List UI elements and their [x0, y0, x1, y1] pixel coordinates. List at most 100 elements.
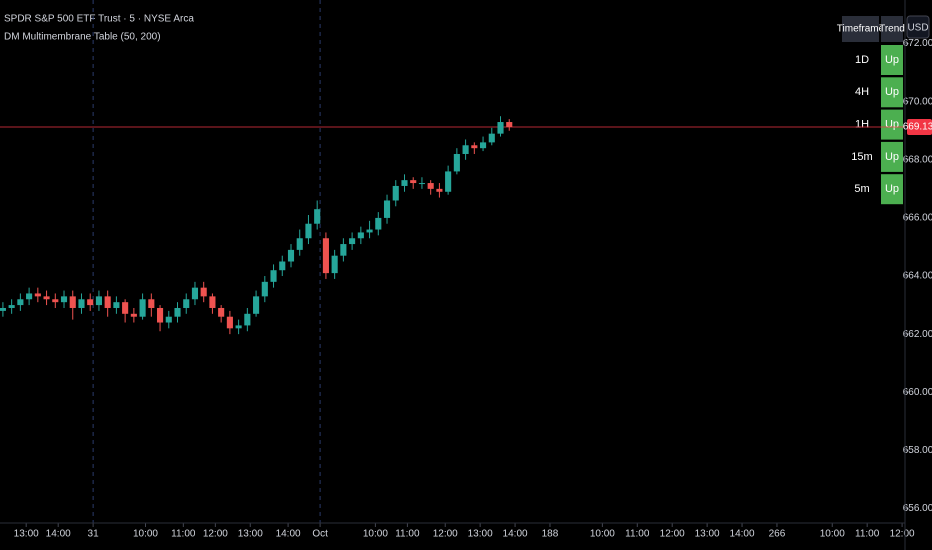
candle-body [8, 305, 15, 308]
trend-cell [881, 77, 903, 108]
candle-body [191, 287, 199, 300]
candle-body [60, 296, 68, 303]
y-tick-label: 658.00 [903, 445, 932, 456]
x-tick-label: 12:00 [433, 529, 458, 540]
candle-body [366, 229, 373, 233]
x-tick-label: 10:00 [820, 529, 845, 540]
candle-body [253, 296, 260, 314]
trend-text: Up [885, 54, 899, 66]
candle-body [95, 296, 102, 306]
x-tick-label: 13:00 [695, 529, 720, 540]
candle-body [479, 142, 487, 149]
timeframe-text: 1D [855, 54, 869, 66]
x-tick-label: 14:00 [276, 529, 301, 540]
candle-body [113, 302, 120, 308]
x-tick-label: 31 [88, 529, 100, 540]
y-tick-label: 672.00 [903, 38, 932, 49]
price-tag [907, 118, 932, 135]
candle-body [445, 171, 452, 192]
x-tick-label: Oct [312, 529, 328, 540]
trend-text: Up [885, 151, 899, 163]
candle-body [314, 209, 321, 224]
candle-body [34, 293, 41, 297]
x-tick-label: 12:00 [890, 529, 915, 540]
x-tick-label: 14:00 [503, 529, 528, 540]
x-tick-label: 13:00 [14, 529, 39, 540]
price-tag-label: 669.13 [903, 122, 932, 133]
candle-body [418, 183, 426, 185]
candle-body [410, 180, 417, 184]
candle-body [78, 299, 85, 308]
x-tick-label: 13:00 [468, 529, 493, 540]
candle-body [122, 302, 129, 314]
trend-text: Up [885, 183, 899, 195]
candle-body [104, 296, 111, 308]
y-tick-label: 664.00 [903, 271, 932, 282]
timeframe-text: 1H [855, 119, 869, 131]
chart-title: SPDR S&P 500 ETF Trust · 5 · NYSE Arca [4, 14, 194, 25]
candle-body [462, 145, 469, 154]
candle-body [270, 270, 277, 282]
candle-body [139, 299, 146, 317]
header-text: Timeframe [837, 24, 885, 35]
candle-body [261, 281, 268, 297]
x-tick-label: 11:00 [171, 529, 196, 540]
candle-body [130, 313, 137, 317]
trend-cell [881, 141, 903, 172]
x-tick-label: 11:00 [625, 529, 650, 540]
candle-body [69, 296, 76, 308]
header-cell [842, 16, 879, 42]
trend-text: Up [885, 86, 899, 98]
candle-body [375, 217, 382, 230]
candle-body [218, 307, 225, 317]
timeframe-text: 15m [851, 151, 872, 163]
candle-body [165, 316, 172, 323]
timeframe-text: 5m [854, 183, 869, 195]
candle-body [148, 299, 155, 308]
candle-body [383, 200, 391, 218]
candle-body [392, 185, 399, 201]
candle-body [17, 299, 24, 306]
candle-body [87, 299, 94, 306]
y-tick-label: 660.00 [903, 387, 932, 398]
timeframe-text: 4H [855, 86, 869, 98]
currency-label: USD [907, 23, 928, 34]
x-tick-label: 10:00 [363, 529, 388, 540]
trend-cell [881, 174, 903, 205]
candle-body [331, 255, 338, 274]
x-tick-label: 14:00 [46, 529, 71, 540]
candle-body [156, 307, 164, 323]
candle-body [226, 316, 233, 329]
x-tick-label: 14:00 [730, 529, 755, 540]
x-tick-label: 188 [542, 529, 559, 540]
candle-body [287, 249, 295, 262]
y-tick-label: 668.00 [903, 154, 932, 165]
x-tick-label: 11:00 [395, 529, 420, 540]
candle-body [497, 122, 504, 134]
trend-cell [881, 109, 903, 140]
candle-body [436, 188, 443, 192]
candle-body [401, 180, 408, 186]
candle-body [357, 232, 364, 239]
candle-body [52, 299, 59, 303]
candle-body [209, 296, 216, 308]
x-tick-label: 11:00 [855, 529, 880, 540]
trend-cell [881, 45, 903, 75]
header-text: Trend [879, 24, 905, 35]
candle-body [200, 287, 207, 297]
candle-body [244, 313, 251, 326]
candle-body [322, 238, 329, 274]
candle-body [340, 244, 347, 256]
x-tick-label: 10:00 [133, 529, 158, 540]
y-tick-label: 666.00 [903, 213, 932, 224]
y-tick-label: 656.00 [903, 503, 932, 514]
candle-body [235, 325, 242, 329]
candle-body [488, 133, 495, 143]
trend-text: Up [885, 119, 899, 131]
currency-button[interactable] [906, 15, 930, 39]
candle-body [296, 238, 303, 250]
candle-body [43, 296, 50, 300]
y-tick-label: 670.00 [903, 96, 932, 107]
